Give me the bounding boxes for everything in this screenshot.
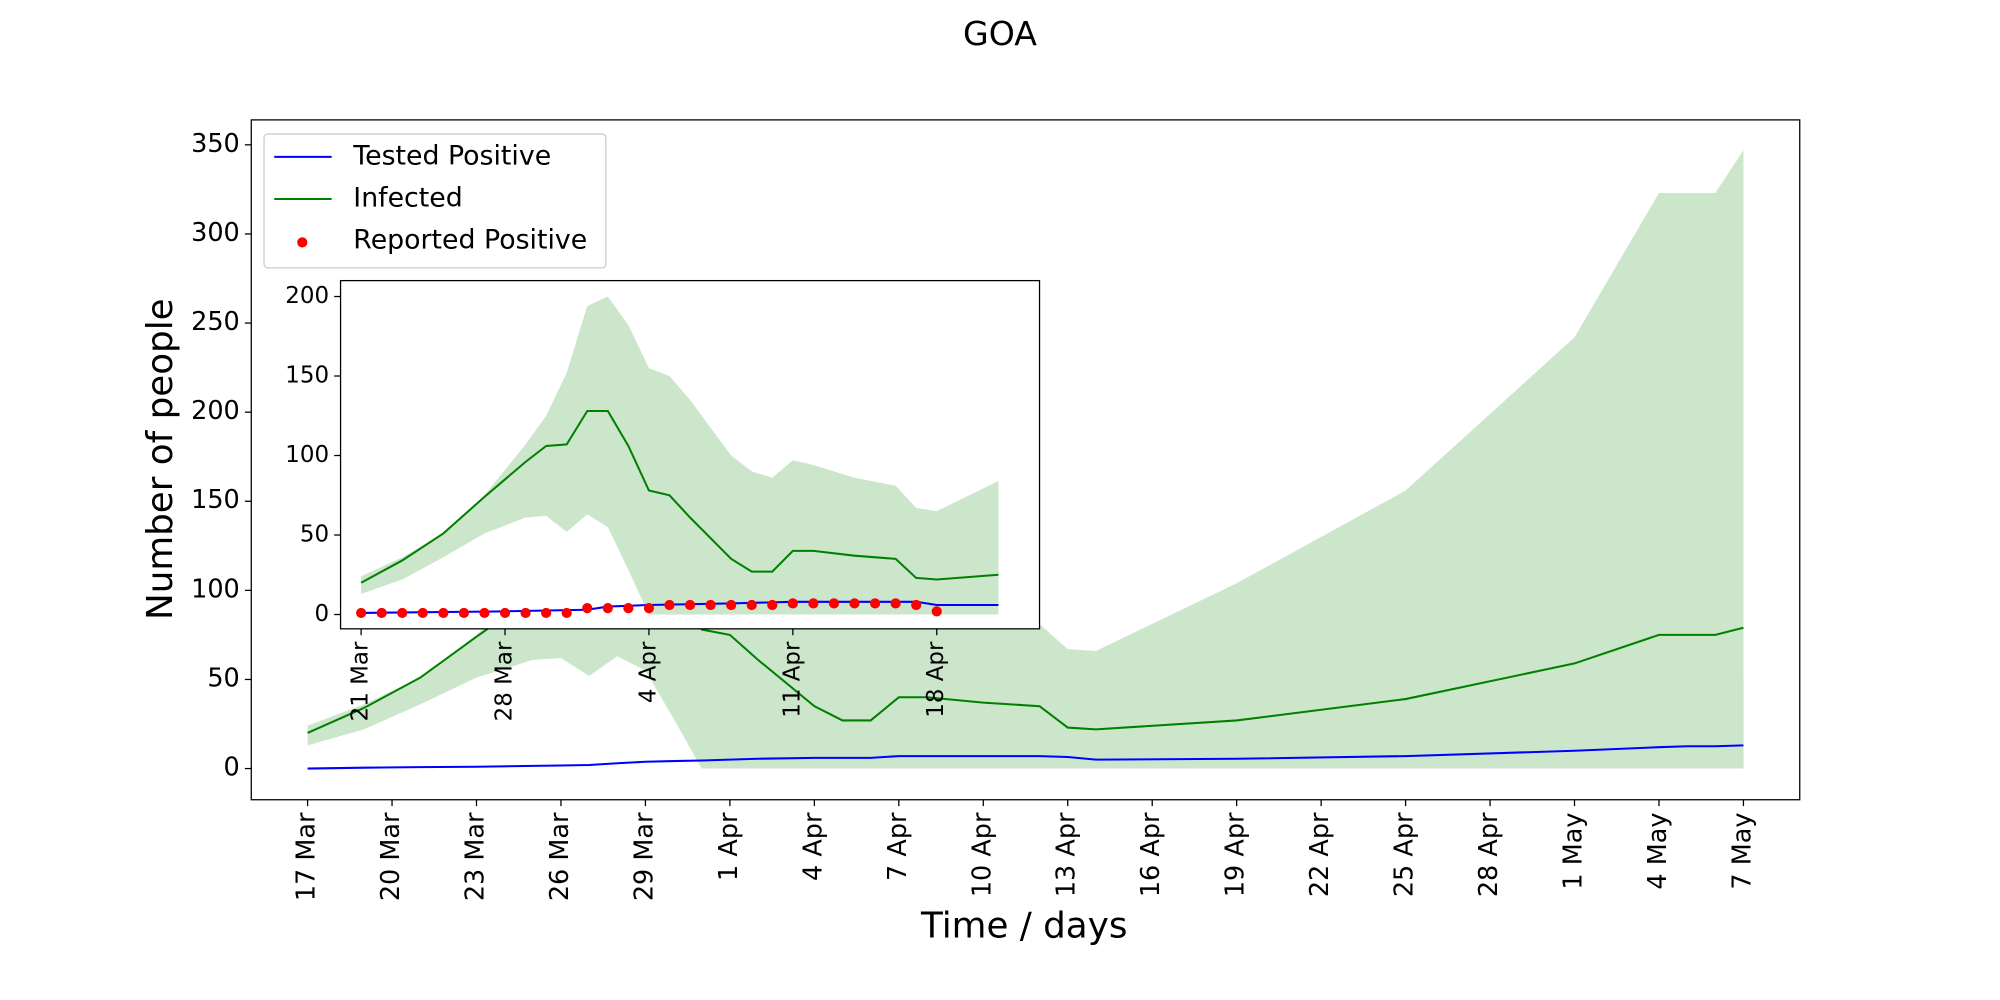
y-tick-label: 250 — [191, 307, 240, 337]
x-tick-label: 26 Mar — [545, 812, 575, 901]
data-point — [726, 599, 737, 611]
x-tick-label: 16 Apr — [1136, 812, 1166, 897]
series-line — [307, 744, 1744, 770]
data-point — [828, 598, 840, 609]
data-point — [705, 599, 716, 611]
x-tick-label: 4 Apr — [635, 641, 661, 703]
x-tick-label: 1 May — [1559, 813, 1589, 890]
x-tick-label: 23 Mar — [461, 812, 491, 901]
data-point — [849, 598, 860, 609]
axes-frame — [250, 119, 1801, 801]
x-tick-label: 28 Mar — [492, 641, 518, 721]
data-point — [746, 599, 757, 611]
data-point — [438, 607, 449, 619]
data-point — [787, 598, 798, 609]
y-tick-label: 50 — [207, 663, 239, 693]
x-tick-label: 21 Mar — [348, 641, 374, 721]
x-tick-label: 13 Apr — [1052, 812, 1082, 897]
x-tick-label: 20 Mar — [376, 812, 406, 901]
x-tick-label: 25 Apr — [1390, 812, 1420, 897]
data-point — [911, 599, 922, 611]
data-point — [561, 607, 572, 619]
y-tick-label: 0 — [314, 601, 329, 627]
y-tick-label: 100 — [191, 574, 240, 604]
x-axis-label: Time / days — [920, 905, 1127, 946]
data-point — [869, 598, 881, 609]
x-tick-label: 7 Apr — [883, 812, 913, 881]
data-point — [582, 603, 593, 614]
data-point — [767, 599, 778, 611]
x-tick-label: 17 Mar — [292, 812, 322, 901]
y-axis-label: Number of people — [140, 298, 181, 620]
x-tick-label: 19 Apr — [1221, 812, 1251, 897]
data-point — [623, 603, 634, 614]
data-point — [376, 607, 387, 619]
data-point — [602, 603, 613, 614]
y-tick-label: 0 — [224, 753, 240, 783]
data-point — [890, 598, 901, 609]
data-point — [664, 599, 675, 611]
x-tick-label: 10 Apr — [967, 812, 997, 897]
y-tick-label: 100 — [285, 442, 329, 468]
y-tick-label: 350 — [191, 129, 240, 159]
data-point — [643, 603, 655, 614]
data-point — [684, 599, 696, 611]
data-point — [520, 607, 531, 619]
y-tick-label: 200 — [285, 283, 329, 309]
x-tick-label: 28 Apr — [1474, 812, 1504, 897]
y-tick-label: 150 — [285, 363, 329, 389]
x-tick-label: 4 Apr — [798, 812, 828, 881]
x-tick-label: 29 Mar — [629, 812, 659, 901]
x-tick-label: 7 May — [1727, 813, 1757, 890]
legend-box — [263, 133, 607, 269]
confidence-band — [361, 296, 999, 615]
data-point — [541, 607, 552, 619]
data-point — [397, 607, 408, 619]
series-line — [360, 409, 999, 584]
data-point — [499, 607, 511, 619]
x-tick-label: 4 May — [1643, 813, 1673, 890]
y-tick-label: 50 — [300, 522, 329, 548]
legend-label: Tested Positive — [352, 140, 551, 171]
data-point — [417, 607, 428, 619]
data-point — [479, 607, 490, 619]
data-point — [356, 607, 367, 619]
legend-label: Infected — [353, 182, 462, 213]
axes-frame — [339, 279, 1041, 630]
x-tick-label: 1 Apr — [714, 812, 744, 881]
y-tick-label: 300 — [191, 218, 240, 248]
chart-title: GOA — [963, 14, 1037, 53]
data-point — [458, 607, 470, 619]
data-point — [808, 598, 819, 609]
data-point — [931, 606, 942, 617]
legend-swatch — [297, 237, 308, 248]
y-tick-label: 200 — [191, 396, 240, 426]
x-tick-label: 11 Apr — [779, 641, 805, 718]
y-tick-label: 150 — [191, 485, 240, 515]
x-tick-label: 18 Apr — [923, 641, 949, 718]
x-tick-label: 22 Apr — [1305, 812, 1335, 897]
legend-label: Reported Positive — [353, 225, 587, 256]
